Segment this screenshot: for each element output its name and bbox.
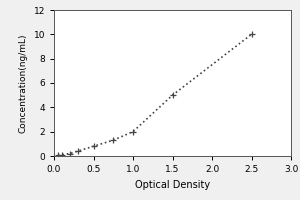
Point [130,130,135,133]
Point [91,145,96,148]
Y-axis label: Concentration(ng/mL): Concentration(ng/mL) [19,33,28,133]
Point [56,154,60,157]
Point [249,33,254,36]
Point [170,94,175,97]
Point [111,139,116,142]
X-axis label: Optical Density: Optical Density [135,180,210,190]
Point [59,153,64,156]
Point [75,150,80,153]
Point [68,152,72,155]
